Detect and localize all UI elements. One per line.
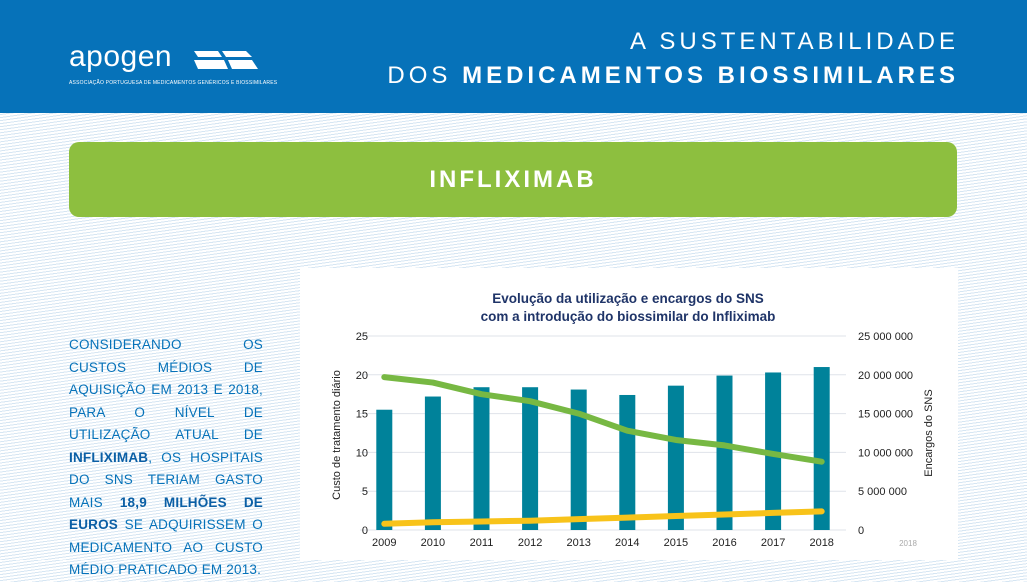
series-line [381,374,825,465]
chart: Evolução da utilização e encargos do SNS… [331,291,935,549]
chart-title-line2: com a introdução do biossimilar do Infli… [481,309,776,324]
x-tick-label: 2009 [372,537,396,549]
y-left-tick-label: 10 [356,447,368,459]
x-tick-label: 2016 [712,537,736,549]
y-right-tick-label: 25 000 000 [858,331,913,343]
x-tick-label: 2010 [421,537,445,549]
x-tick-label: 2014 [615,537,639,549]
title-prefix: DOS [387,62,452,89]
chart-title-line1: Evolução da utilização e encargos do SNS [492,291,764,306]
drug-name: Infliximab [69,449,149,465]
corner-note: 2018 [899,539,917,548]
text: , os hospitais do SNS teriam gasto mais [69,449,263,510]
bar [473,387,490,530]
page-title-line1: A SUSTENTABILIDADE [630,28,959,55]
bar [424,396,441,530]
bar [716,375,733,530]
y-left-tick-label: 25 [356,331,368,343]
y-left-tick-label: 5 [362,486,368,498]
bar [570,389,587,530]
bar [667,385,684,530]
x-tick-label: 2011 [470,537,494,549]
header: apogen ASSOCIAÇÃO PORTUGUESA DE MEDICAME… [0,0,1027,113]
x-tick-label: 2018 [809,537,833,549]
y-right-tick-label: 5 000 000 [858,486,907,498]
x-tick-label: 2012 [518,537,542,549]
logo-subtitle: ASSOCIAÇÃO PORTUGUESA DE MEDICAMENTOS GE… [69,80,278,86]
x-tick-label: 2015 [664,537,688,549]
logo-wordmark: apogen [69,40,173,73]
y-right-tick-label: 15 000 000 [858,409,913,421]
y-right-tick-label: 20 000 000 [858,370,913,382]
bar [813,367,830,530]
y-left-tick-label: 0 [362,525,368,537]
title-bold: MEDICAMENTOS BIOSSIMILARES [462,62,959,89]
series-line [381,508,825,527]
x-tick-label: 2013 [566,537,590,549]
bar [619,394,636,530]
y-left-tick-label: 20 [356,370,368,382]
y-right-label: Encargos do SNS [923,389,935,476]
bar [522,387,539,530]
bar [376,409,393,530]
savings-amount: 18,9 milhões de euros [69,494,263,533]
page-title-line2: DOS MEDICAMENTOS BIOSSIMILARES [387,62,959,90]
drug-banner: INFLIXIMAB [69,142,957,217]
x-tick-label: 2017 [761,537,785,549]
y-left-tick-label: 15 [356,409,368,421]
y-right-tick-label: 0 [858,525,864,537]
y-right-tick-label: 10 000 000 [858,447,913,459]
logo-icon [194,51,258,69]
text: Considerando os custos médios de aquisiç… [69,337,263,442]
y-left-label: Custo de tratamento diário [331,370,343,500]
